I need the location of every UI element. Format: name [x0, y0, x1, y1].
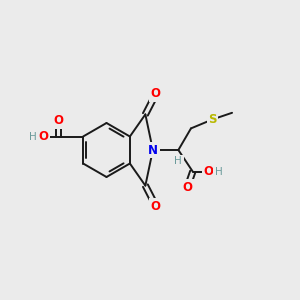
Text: O: O: [151, 200, 161, 212]
Text: H: H: [28, 131, 36, 142]
Text: O: O: [182, 181, 192, 194]
Text: O: O: [203, 165, 213, 178]
Text: H: H: [175, 156, 182, 167]
Text: O: O: [38, 130, 48, 143]
Text: H: H: [215, 167, 223, 177]
Text: O: O: [53, 114, 64, 128]
Text: S: S: [208, 113, 217, 126]
Text: N: N: [148, 143, 158, 157]
Text: O: O: [151, 88, 161, 100]
